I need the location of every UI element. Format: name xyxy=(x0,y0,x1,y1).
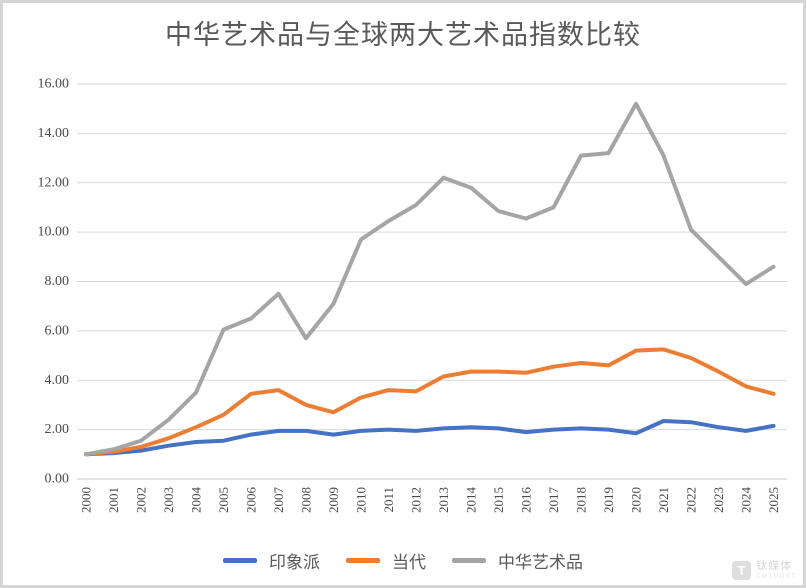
x-tick-label: 2002 xyxy=(134,487,149,513)
x-tick-label: 2021 xyxy=(656,487,671,513)
x-tick-label: 2012 xyxy=(409,487,424,513)
x-tick-label: 2025 xyxy=(766,487,781,513)
x-tick-label: 2016 xyxy=(519,487,534,514)
x-tick-label: 2013 xyxy=(436,487,451,513)
legend-label: 当代 xyxy=(392,553,426,572)
series-line-2 xyxy=(84,101,776,457)
y-tick-label: 12.00 xyxy=(38,175,70,190)
series-line-0 xyxy=(84,419,776,457)
plot-area: 0.00 2.00 4.00 6.00 8.00 10.00 12.00 14.00 16.00… xyxy=(38,77,787,514)
y-tick-label: 2.00 xyxy=(45,422,70,437)
y-tick-label: 16.00 xyxy=(38,77,70,92)
y-tick-label: 10.00 xyxy=(38,225,70,240)
x-tick-label: 2009 xyxy=(326,487,341,513)
x-tick-label: 2001 xyxy=(106,487,121,513)
y-tick-label: 14.00 xyxy=(38,126,70,141)
x-tick-label: 2005 xyxy=(216,487,231,513)
legend-swatch xyxy=(452,558,486,563)
watermark-text: 钛媒体 TMTPOST xyxy=(756,559,797,581)
series-line-1 xyxy=(84,347,776,457)
y-tick-label: 8.00 xyxy=(45,274,70,289)
x-tick-label: 2004 xyxy=(189,487,204,514)
x-tick-label: 2008 xyxy=(299,487,314,513)
x-tick-label: 2014 xyxy=(464,487,479,514)
y-tick-label: 0.00 xyxy=(45,472,70,487)
x-tick-label: 2019 xyxy=(601,487,616,513)
x-tick-label: 2011 xyxy=(381,487,396,513)
x-tick-label: 2024 xyxy=(739,487,754,514)
x-tick-label: 2015 xyxy=(491,487,506,513)
legend: 印象派 当代 中华艺术品 xyxy=(3,548,803,573)
legend-label: 中华艺术品 xyxy=(498,553,583,572)
tmtpost-logo-icon: T xyxy=(732,560,752,580)
legend-label: 印象派 xyxy=(269,553,320,572)
x-tick-label: 2006 xyxy=(244,487,259,514)
x-tick-label: 2007 xyxy=(271,487,286,514)
legend-item: 当代 xyxy=(346,548,426,573)
watermark-name-en: TMTPOST xyxy=(756,572,797,580)
x-tick-label: 2017 xyxy=(546,487,561,514)
x-tick-label: 2023 xyxy=(711,487,726,513)
tmtpost-watermark: T 钛媒体 TMTPOST xyxy=(732,559,797,581)
legend-item: 中华艺术品 xyxy=(452,548,583,573)
y-tick-label: 4.00 xyxy=(45,373,70,388)
y-tick-label: 6.00 xyxy=(45,323,70,338)
x-tick-label: 2000 xyxy=(79,487,94,513)
x-tick-label: 2003 xyxy=(161,487,176,513)
legend-item: 印象派 xyxy=(223,548,320,573)
watermark-name-cn: 钛媒体 xyxy=(756,559,793,572)
x-tick-label: 2022 xyxy=(684,487,699,513)
legend-swatch xyxy=(346,558,380,563)
legend-swatch xyxy=(223,558,257,563)
x-tick-label: 2018 xyxy=(574,487,589,513)
x-tick-label: 2020 xyxy=(629,487,644,513)
chart-title: 中华艺术品与全球两大艺术品指数比较 xyxy=(165,20,641,50)
x-tick-label: 2010 xyxy=(354,487,369,513)
